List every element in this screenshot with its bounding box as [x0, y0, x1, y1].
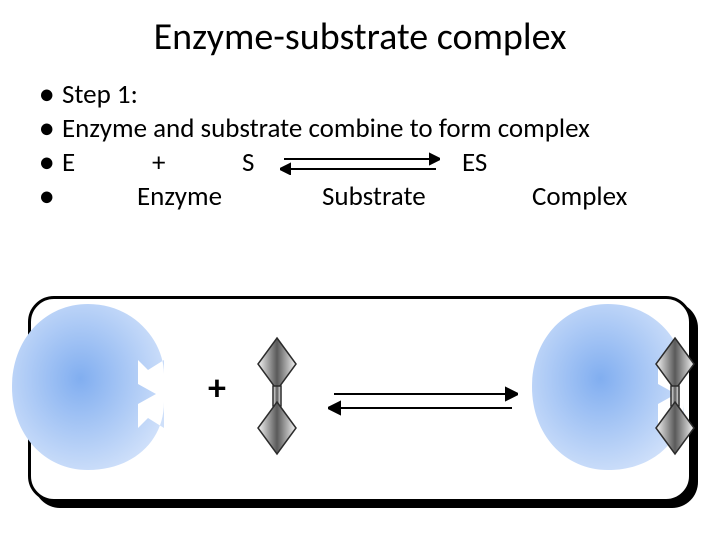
eq-E: E	[62, 146, 75, 180]
equation-line: E + S ES	[62, 146, 680, 180]
reaction-arrows	[328, 384, 518, 418]
bullet-step1: • Step 1:	[40, 78, 680, 112]
bullet-equation-symbolic: • E + S ES	[40, 146, 680, 180]
substrate-shape	[254, 336, 300, 456]
bullet-dot-icon: •	[40, 78, 62, 112]
bullet-description: • Enzyme and substrate combine to form c…	[40, 112, 680, 146]
eq-S: S	[242, 146, 254, 180]
bullet-dot-icon: •	[40, 180, 62, 214]
enzyme-shape-left	[10, 302, 166, 472]
slide: Enzyme-substrate complex • Step 1: • Enz…	[0, 0, 720, 540]
equation-words-line: Enzyme Substrate Complex	[62, 180, 680, 214]
double-arrow-icon	[280, 151, 440, 175]
bullet-dot-icon: •	[40, 112, 62, 146]
substrate-in-complex	[652, 336, 698, 456]
label-complex: Complex	[532, 180, 627, 214]
label-substrate: Substrate	[322, 180, 426, 214]
eq-arrows-icon	[280, 150, 440, 184]
eq-ES: ES	[462, 146, 487, 180]
bullet-text: Step 1:	[62, 78, 680, 112]
bullet-list: • Step 1: • Enzyme and substrate combine…	[40, 78, 680, 214]
eq-plus: +	[152, 146, 165, 180]
label-enzyme: Enzyme	[137, 180, 222, 214]
plus-symbol: +	[208, 366, 226, 410]
slide-title: Enzyme-substrate complex	[0, 14, 720, 60]
bullet-dot-icon: •	[40, 146, 62, 180]
bullet-equation-words: • Enzyme Substrate Complex	[40, 180, 680, 214]
bullet-text: Enzyme and substrate combine to form com…	[62, 112, 680, 146]
